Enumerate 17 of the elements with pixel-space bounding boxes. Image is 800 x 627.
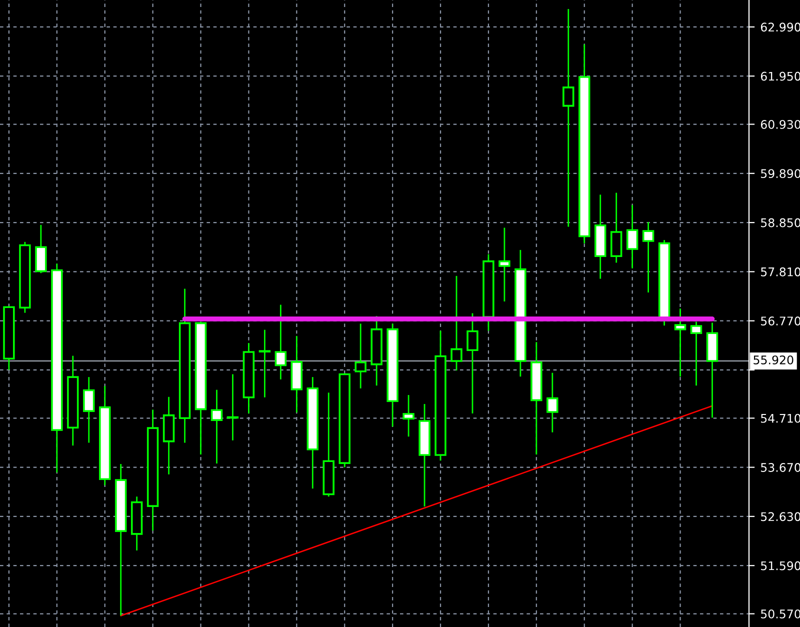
candlestick — [354, 322, 366, 390]
candlestick — [466, 312, 478, 414]
candlestick — [402, 394, 414, 438]
candlestick — [210, 389, 223, 464]
candlestick — [450, 275, 462, 372]
candlestick — [83, 376, 95, 444]
candlestick — [498, 227, 510, 302]
candlestick — [274, 304, 287, 380]
candlestick — [546, 372, 558, 434]
candlestick — [690, 321, 702, 386]
candlestick — [642, 221, 654, 294]
ref-line-label: 55.920 — [754, 355, 794, 364]
candlestick — [562, 8, 574, 228]
candlestick — [626, 204, 638, 270]
candlestick — [674, 308, 686, 378]
candlestick — [258, 329, 271, 398]
candlestick — [226, 374, 239, 442]
